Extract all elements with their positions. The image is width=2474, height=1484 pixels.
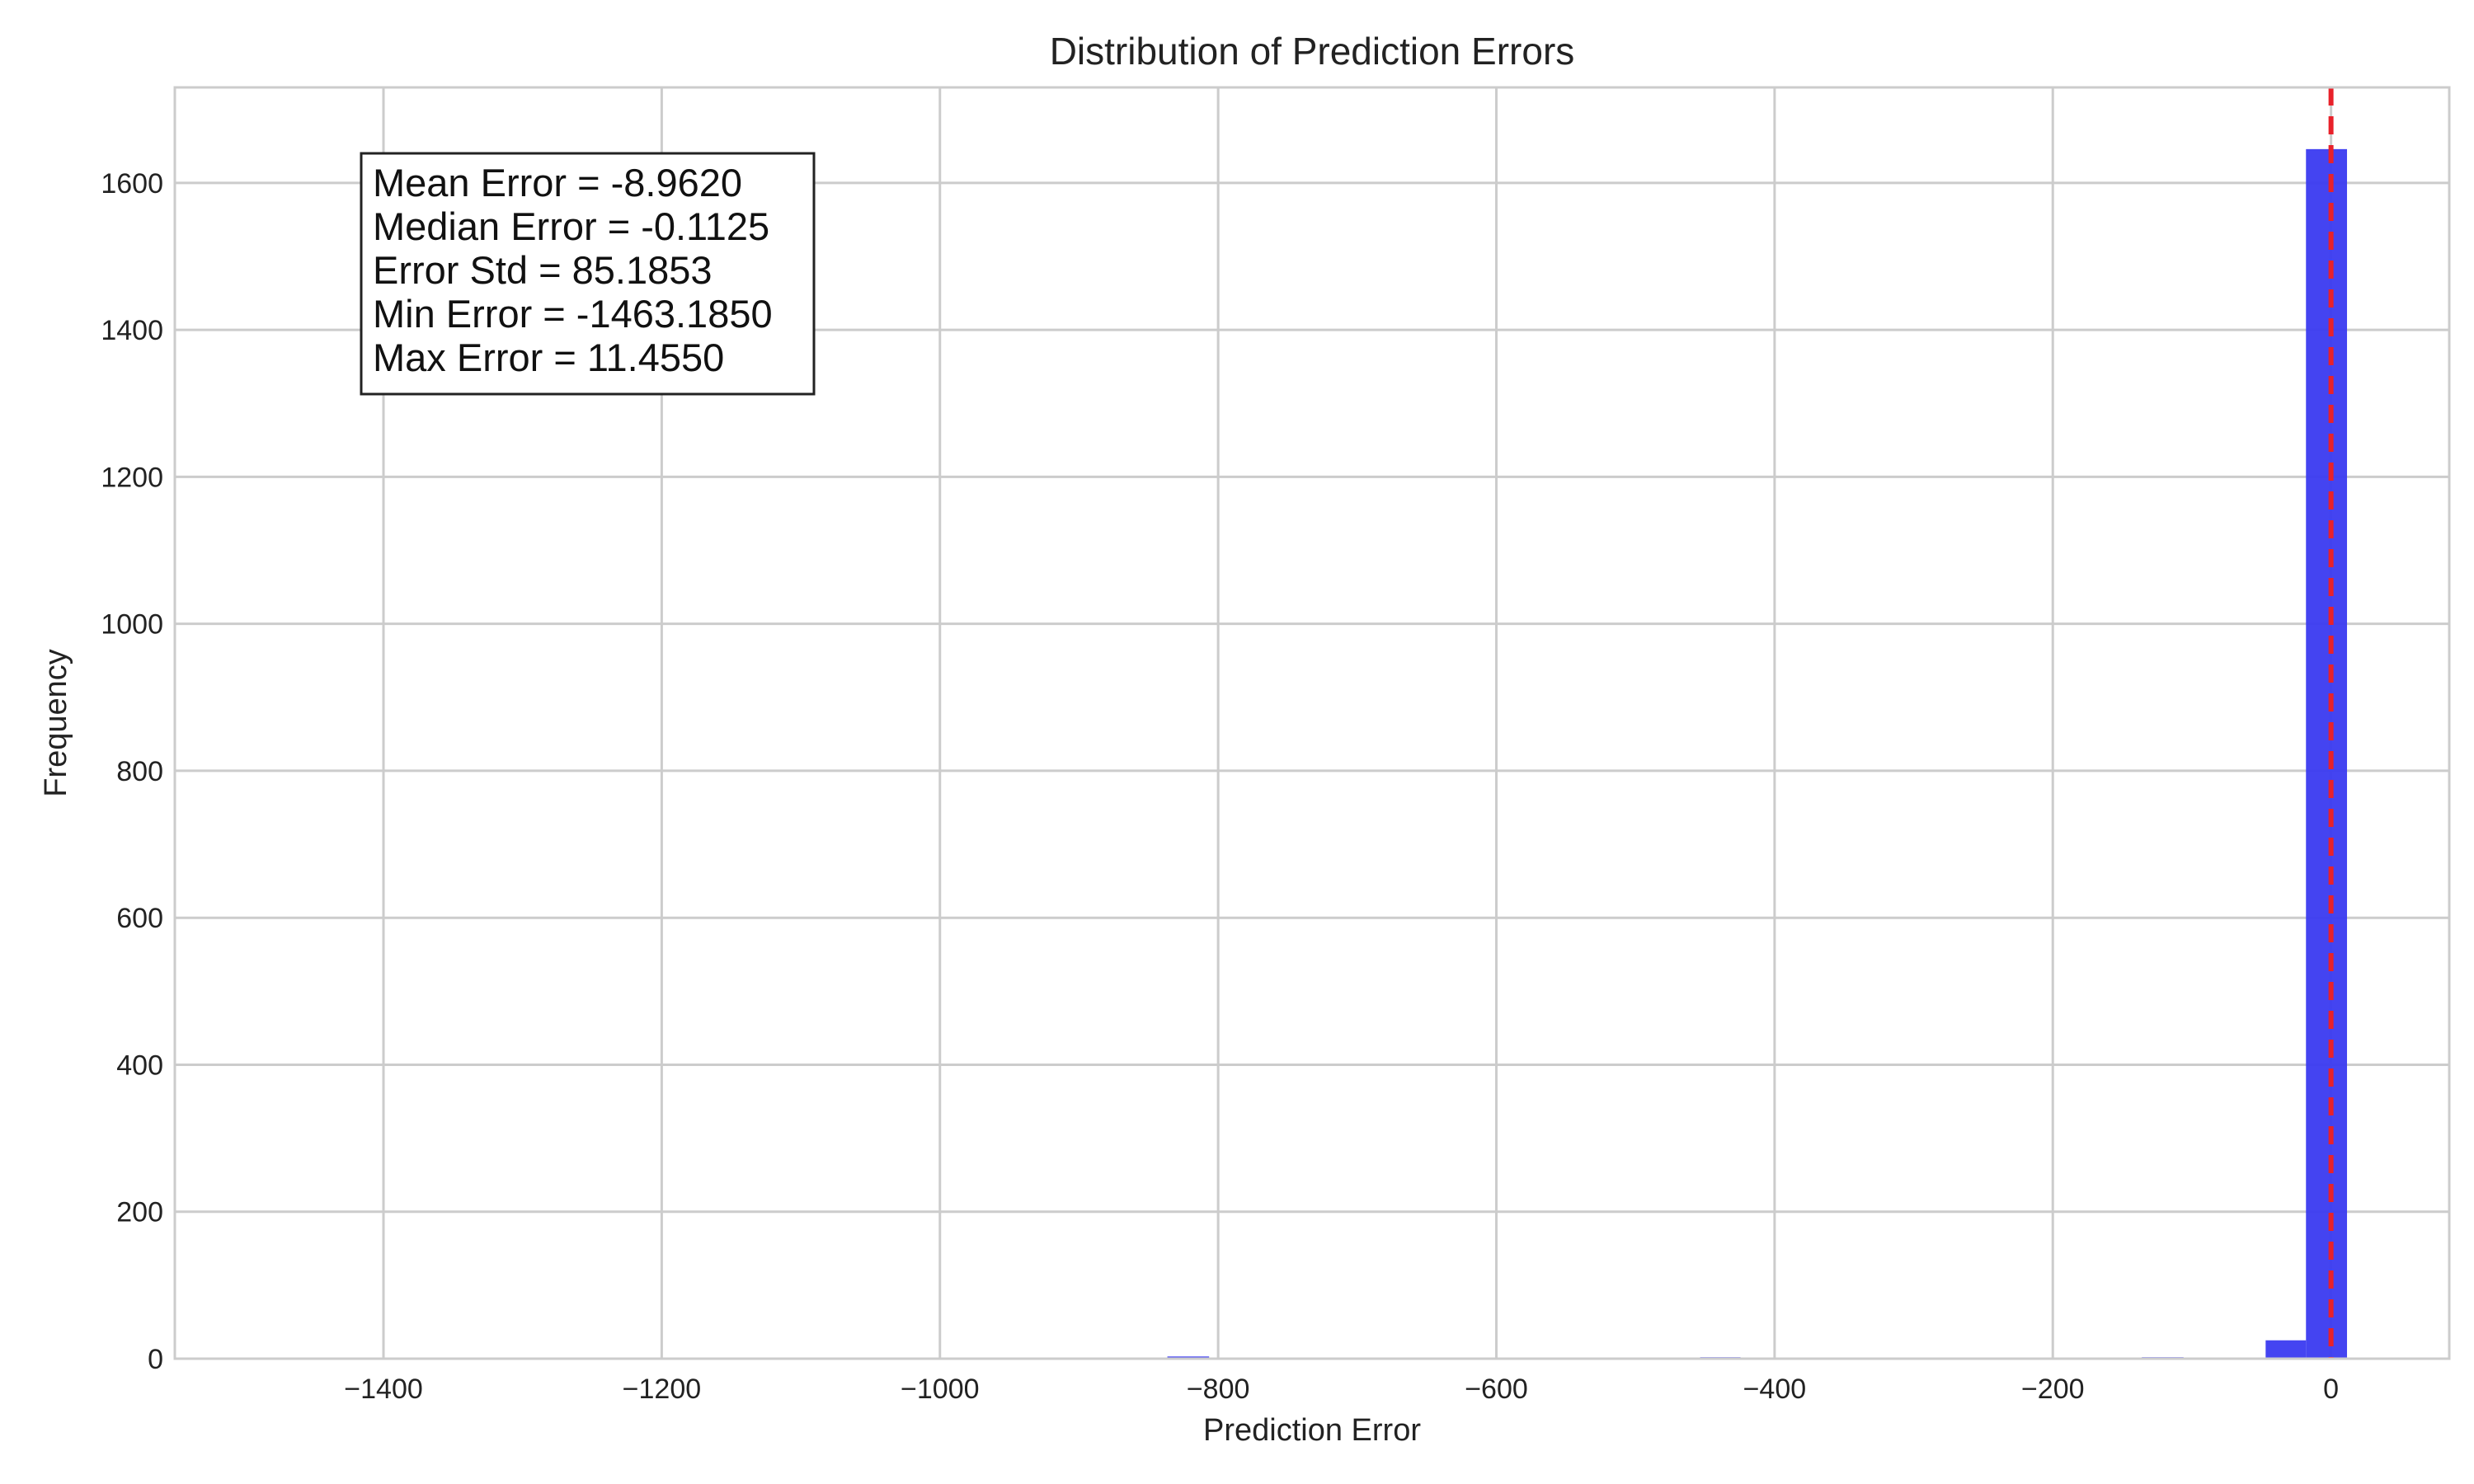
x-tick-label: −1200 [623,1374,702,1405]
y-tick-label: 1000 [101,609,163,641]
x-tick-label: −1000 [901,1374,980,1405]
x-tick-label: −600 [1465,1374,1528,1405]
y-tick-label: 200 [116,1197,163,1228]
y-tick-label: 1400 [101,315,163,346]
stats-line-median: Median Error = -0.1125 [373,204,769,248]
x-axis-ticks: −1400 −1200 −1000 −800 −600 −400 −200 0 [344,1374,2339,1405]
x-tick-label: −800 [1187,1374,1250,1405]
y-tick-label: 400 [116,1050,163,1081]
x-tick-label: −400 [1743,1374,1807,1405]
stats-line-max: Max Error = 11.4550 [373,336,724,379]
x-tick-label: −200 [2021,1374,2085,1405]
plot-frame [173,86,2451,1360]
chart-title: Distribution of Prediction Errors [1050,30,1575,73]
histogram-bar [2265,1340,2307,1359]
stats-line-min: Min Error = -1463.1850 [373,292,773,336]
y-tick-label: 800 [116,756,163,787]
stats-line-std: Error Std = 85.1853 [373,248,713,292]
stats-line-mean: Mean Error = -8.9620 [373,161,742,204]
y-tick-label: 1200 [101,462,163,493]
histogram-bar [2306,148,2348,1359]
stats-box: Mean Error = -8.9620 Median Error = -0.1… [360,152,816,396]
stats-box-frame [360,152,816,396]
y-axis-label: Frequency [39,649,73,797]
x-tick-label: 0 [2323,1374,2339,1405]
y-tick-label: 600 [116,903,163,934]
x-tick-label: −1400 [344,1374,423,1405]
grid-lines [175,87,2449,1360]
y-tick-label: 0 [148,1344,163,1375]
y-tick-label: 1600 [101,168,163,200]
x-axis-label: Prediction Error [1203,1413,1421,1448]
y-axis-ticks: 0 200 400 600 800 1000 1200 1400 1600 [101,168,163,1375]
